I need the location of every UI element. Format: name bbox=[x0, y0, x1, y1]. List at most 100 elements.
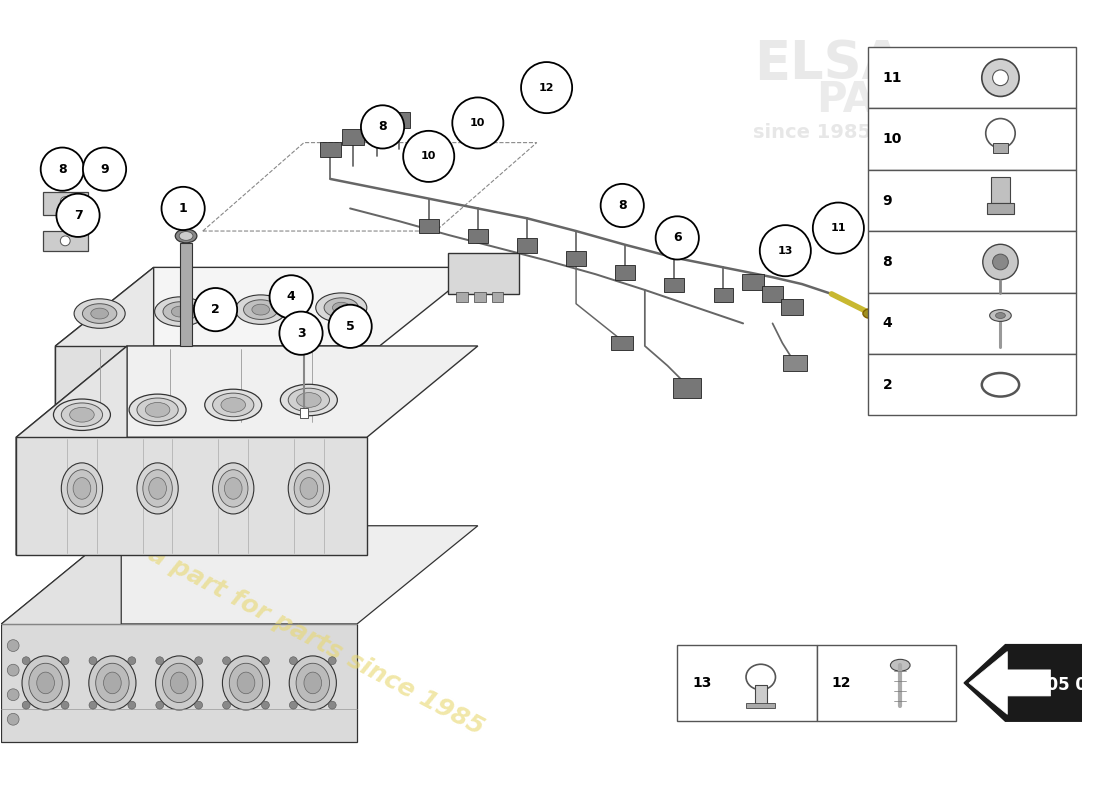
Ellipse shape bbox=[332, 302, 350, 313]
Ellipse shape bbox=[238, 672, 255, 694]
Text: PARTS: PARTS bbox=[816, 79, 965, 122]
Bar bbox=[868, 47, 1076, 109]
Circle shape bbox=[8, 714, 19, 725]
Ellipse shape bbox=[982, 59, 1019, 97]
Ellipse shape bbox=[36, 672, 54, 694]
Ellipse shape bbox=[219, 470, 248, 507]
Circle shape bbox=[328, 657, 337, 665]
Circle shape bbox=[992, 254, 1009, 270]
Ellipse shape bbox=[62, 403, 102, 426]
Ellipse shape bbox=[297, 393, 321, 407]
Bar bbox=[992, 143, 1009, 153]
Circle shape bbox=[452, 98, 504, 149]
Text: since 1985: since 1985 bbox=[752, 123, 871, 142]
Ellipse shape bbox=[296, 663, 330, 702]
Ellipse shape bbox=[179, 231, 192, 240]
Bar bbox=[714, 287, 734, 302]
Polygon shape bbox=[1, 526, 477, 624]
Circle shape bbox=[128, 657, 135, 665]
Text: 2: 2 bbox=[211, 303, 220, 316]
Circle shape bbox=[195, 702, 202, 709]
Ellipse shape bbox=[69, 407, 95, 422]
Bar bbox=[419, 218, 439, 234]
Ellipse shape bbox=[288, 388, 330, 412]
Ellipse shape bbox=[143, 470, 173, 507]
Ellipse shape bbox=[172, 306, 189, 317]
Text: 12: 12 bbox=[832, 676, 851, 690]
Text: 8: 8 bbox=[58, 162, 67, 176]
Ellipse shape bbox=[304, 672, 321, 694]
Text: 8: 8 bbox=[882, 255, 892, 269]
Ellipse shape bbox=[91, 308, 109, 319]
Bar bbox=[742, 274, 763, 290]
Bar bbox=[817, 645, 956, 722]
Text: 11: 11 bbox=[882, 70, 902, 85]
Bar bbox=[296, 330, 311, 341]
Text: 9: 9 bbox=[100, 162, 109, 176]
Circle shape bbox=[195, 657, 202, 665]
Ellipse shape bbox=[129, 394, 186, 426]
Bar bbox=[449, 253, 519, 294]
Circle shape bbox=[813, 202, 864, 254]
Bar bbox=[366, 119, 387, 134]
Bar bbox=[746, 702, 776, 709]
Circle shape bbox=[62, 657, 69, 665]
Ellipse shape bbox=[170, 672, 188, 694]
Circle shape bbox=[289, 657, 297, 665]
Ellipse shape bbox=[746, 664, 776, 690]
Text: a part for parts since 1985: a part for parts since 1985 bbox=[144, 542, 487, 740]
Bar bbox=[612, 336, 634, 350]
Circle shape bbox=[521, 62, 572, 113]
Ellipse shape bbox=[212, 393, 254, 417]
Text: 10: 10 bbox=[470, 118, 485, 128]
Text: 1: 1 bbox=[179, 202, 187, 215]
Text: 11: 11 bbox=[830, 223, 846, 233]
Circle shape bbox=[156, 702, 164, 709]
Text: 3: 3 bbox=[297, 326, 306, 340]
Circle shape bbox=[194, 288, 238, 331]
Ellipse shape bbox=[82, 304, 117, 323]
Bar bbox=[342, 129, 364, 145]
Text: 10: 10 bbox=[421, 151, 437, 162]
Circle shape bbox=[222, 657, 231, 665]
Polygon shape bbox=[16, 346, 477, 438]
Bar bbox=[388, 112, 410, 128]
Text: 13: 13 bbox=[778, 246, 793, 256]
Ellipse shape bbox=[175, 229, 197, 243]
Ellipse shape bbox=[862, 309, 879, 318]
Bar bbox=[180, 243, 192, 346]
Circle shape bbox=[270, 275, 312, 318]
Circle shape bbox=[8, 664, 19, 676]
Ellipse shape bbox=[89, 656, 136, 710]
Polygon shape bbox=[43, 192, 88, 250]
Ellipse shape bbox=[289, 656, 337, 710]
Circle shape bbox=[601, 184, 643, 227]
Ellipse shape bbox=[229, 663, 263, 702]
Text: 7: 7 bbox=[74, 209, 82, 222]
Ellipse shape bbox=[300, 478, 318, 499]
Bar bbox=[456, 292, 468, 302]
Ellipse shape bbox=[252, 304, 270, 315]
Circle shape bbox=[162, 187, 205, 230]
Bar bbox=[783, 355, 807, 370]
Polygon shape bbox=[964, 645, 1100, 722]
Ellipse shape bbox=[67, 470, 97, 507]
Bar bbox=[566, 251, 586, 266]
Text: 905 01: 905 01 bbox=[1035, 676, 1098, 694]
Text: 4: 4 bbox=[287, 290, 296, 303]
Circle shape bbox=[41, 147, 84, 190]
Ellipse shape bbox=[243, 300, 278, 319]
Polygon shape bbox=[969, 651, 1050, 714]
Bar bbox=[781, 299, 803, 314]
Ellipse shape bbox=[982, 373, 1019, 397]
Ellipse shape bbox=[294, 470, 323, 507]
Ellipse shape bbox=[96, 663, 129, 702]
Bar bbox=[664, 278, 684, 293]
Circle shape bbox=[56, 194, 100, 237]
Ellipse shape bbox=[138, 463, 178, 514]
Bar bbox=[987, 202, 1014, 214]
Circle shape bbox=[262, 702, 270, 709]
Polygon shape bbox=[55, 267, 154, 425]
Ellipse shape bbox=[155, 297, 206, 326]
Polygon shape bbox=[16, 346, 128, 555]
